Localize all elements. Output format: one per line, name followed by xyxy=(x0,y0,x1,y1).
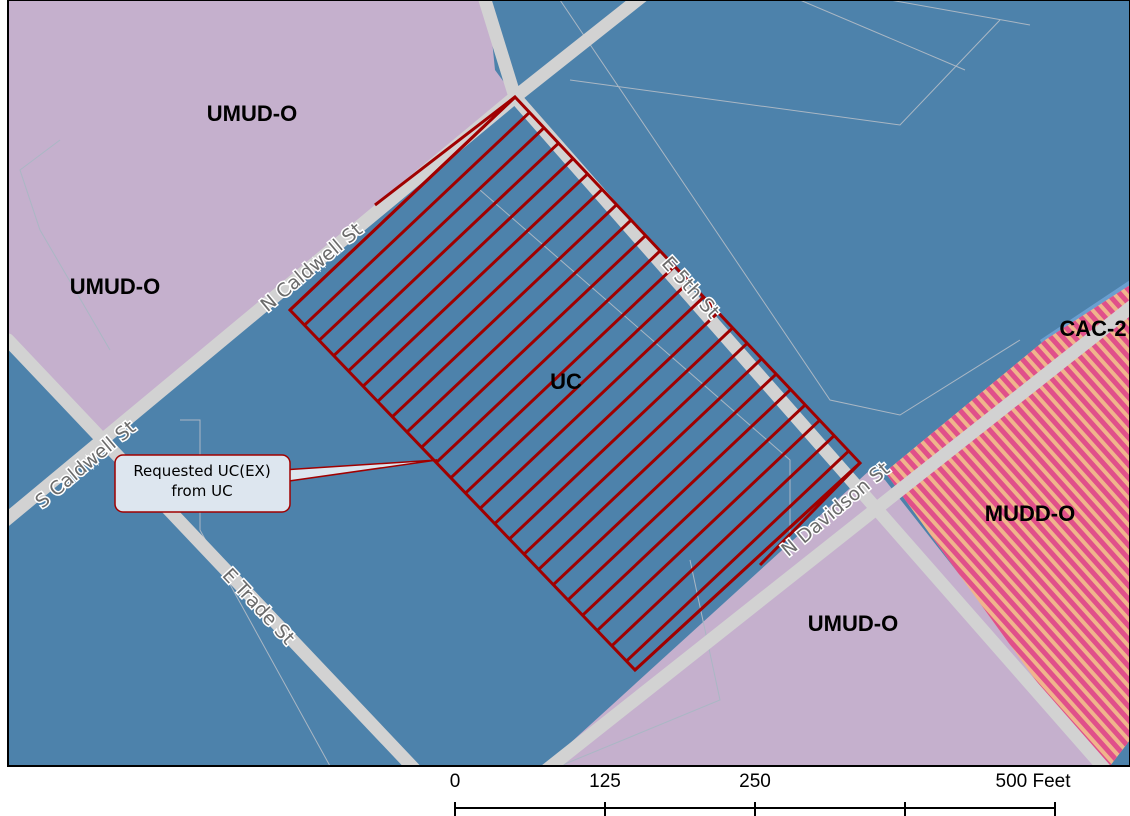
road xyxy=(8,333,421,766)
scale-label: 125 xyxy=(589,771,621,792)
hatch-line xyxy=(885,285,1130,766)
zone-area xyxy=(545,470,1110,766)
zone-label: MUDD-O xyxy=(985,501,1075,526)
callout-text: Requested UC(EX) xyxy=(133,462,270,480)
scale-label: 500 Feet xyxy=(996,771,1072,792)
callout-text: from UC xyxy=(171,482,232,500)
zone-label: UMUD-O xyxy=(808,611,898,636)
zone-label: UC xyxy=(550,369,582,394)
road xyxy=(508,0,648,104)
site-outline xyxy=(633,461,862,672)
hatch-line xyxy=(885,285,1130,766)
hatch-line xyxy=(974,285,1130,766)
hatch-line xyxy=(1034,285,1130,766)
hatch-line xyxy=(998,285,1130,766)
hatch-line xyxy=(885,285,1130,766)
hatch-line xyxy=(885,285,1130,766)
scale-bar: 0 125 250 500 Feet xyxy=(450,771,1072,816)
hatch-line xyxy=(885,285,1130,766)
site-outline xyxy=(288,95,517,312)
scale-label: 250 xyxy=(739,771,771,792)
zone-area xyxy=(8,0,515,440)
hatch-line xyxy=(885,285,1130,766)
zone-label: UMUD-O xyxy=(207,101,297,126)
zone-label: CAC-2 xyxy=(1059,316,1126,341)
scale-label: 0 xyxy=(450,771,461,792)
road xyxy=(508,90,1111,766)
map-frame xyxy=(7,0,1130,767)
hatch-line xyxy=(885,285,1130,766)
callout-box xyxy=(114,454,291,513)
hatch-line xyxy=(986,285,1130,766)
zone-label: UMUD-O xyxy=(70,274,160,299)
road xyxy=(540,299,1130,766)
hatch-line xyxy=(885,285,1130,766)
hatch-line xyxy=(885,285,1130,766)
road xyxy=(478,0,522,104)
hatch-line xyxy=(885,285,1130,766)
road xyxy=(8,90,522,527)
parcel-line xyxy=(19,0,1031,766)
hatch-line xyxy=(885,285,1130,766)
